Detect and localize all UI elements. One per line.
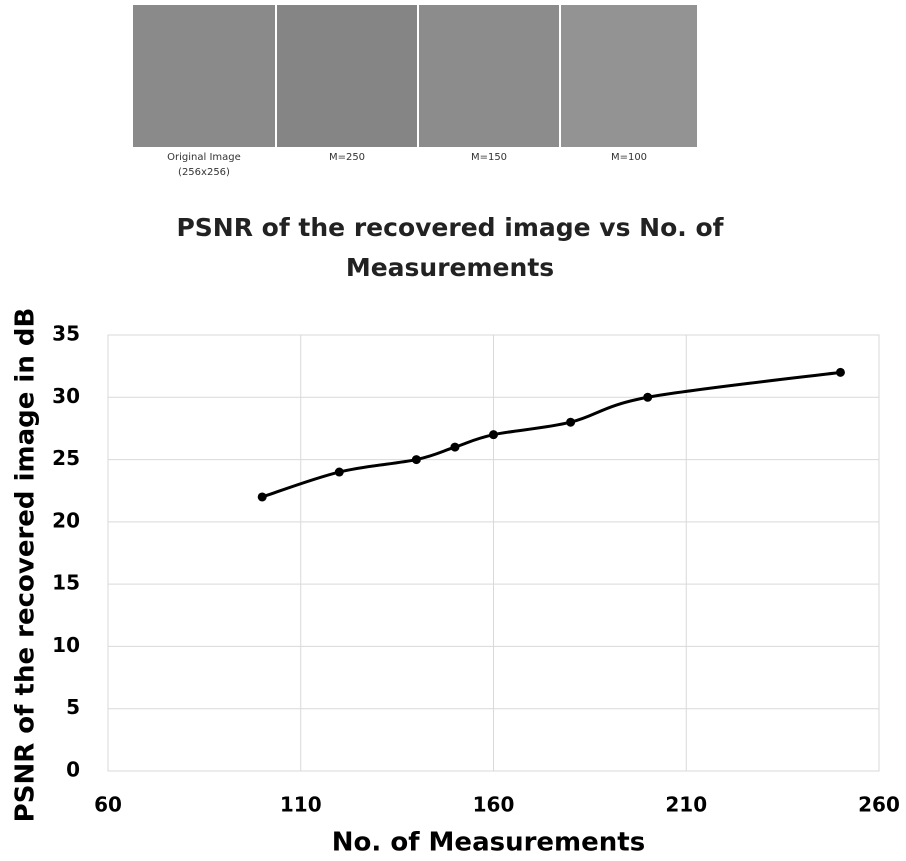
y-tick-label: 0 [66,758,80,782]
plot-border [107,334,880,772]
image-caption: M=250 [329,152,365,163]
data-line [261,370,841,499]
image-caption: M=100 [611,152,647,163]
x-tick-label: 260 [858,793,900,817]
chart-title: PSNR of the recovered image vs No. of Me… [176,213,724,282]
y-tick-label: 20 [52,508,80,532]
y-tick-label: 5 [66,695,80,719]
y-tick-label: 10 [52,633,80,657]
image [561,5,697,147]
image [277,5,417,147]
x-axis-label: No. of Measurements [332,828,645,858]
y-axis-label: PSNR of the recovered image in dB [11,308,41,823]
y-tick-label: 15 [52,571,80,595]
x-tick-label: 60 [94,793,122,817]
image-caption: M=150 [471,152,507,163]
x-tick-label: 160 [473,793,515,817]
data-point [835,367,845,377]
data-point [334,467,344,477]
image-caption: Original Image [167,152,241,163]
image [133,5,275,147]
data-point [566,417,576,427]
y-tick-label: 30 [52,384,80,408]
data-point [450,442,460,452]
data-point [643,392,653,402]
image [419,5,559,147]
data-point [257,492,267,502]
image-caption: (256x256) [178,167,230,178]
data-point [411,455,421,465]
data-point [489,430,498,440]
x-tick-label: 210 [665,793,707,817]
y-tick-label: 35 [52,322,80,346]
x-tick-label: 110 [280,793,322,817]
y-tick-label: 25 [52,446,80,470]
